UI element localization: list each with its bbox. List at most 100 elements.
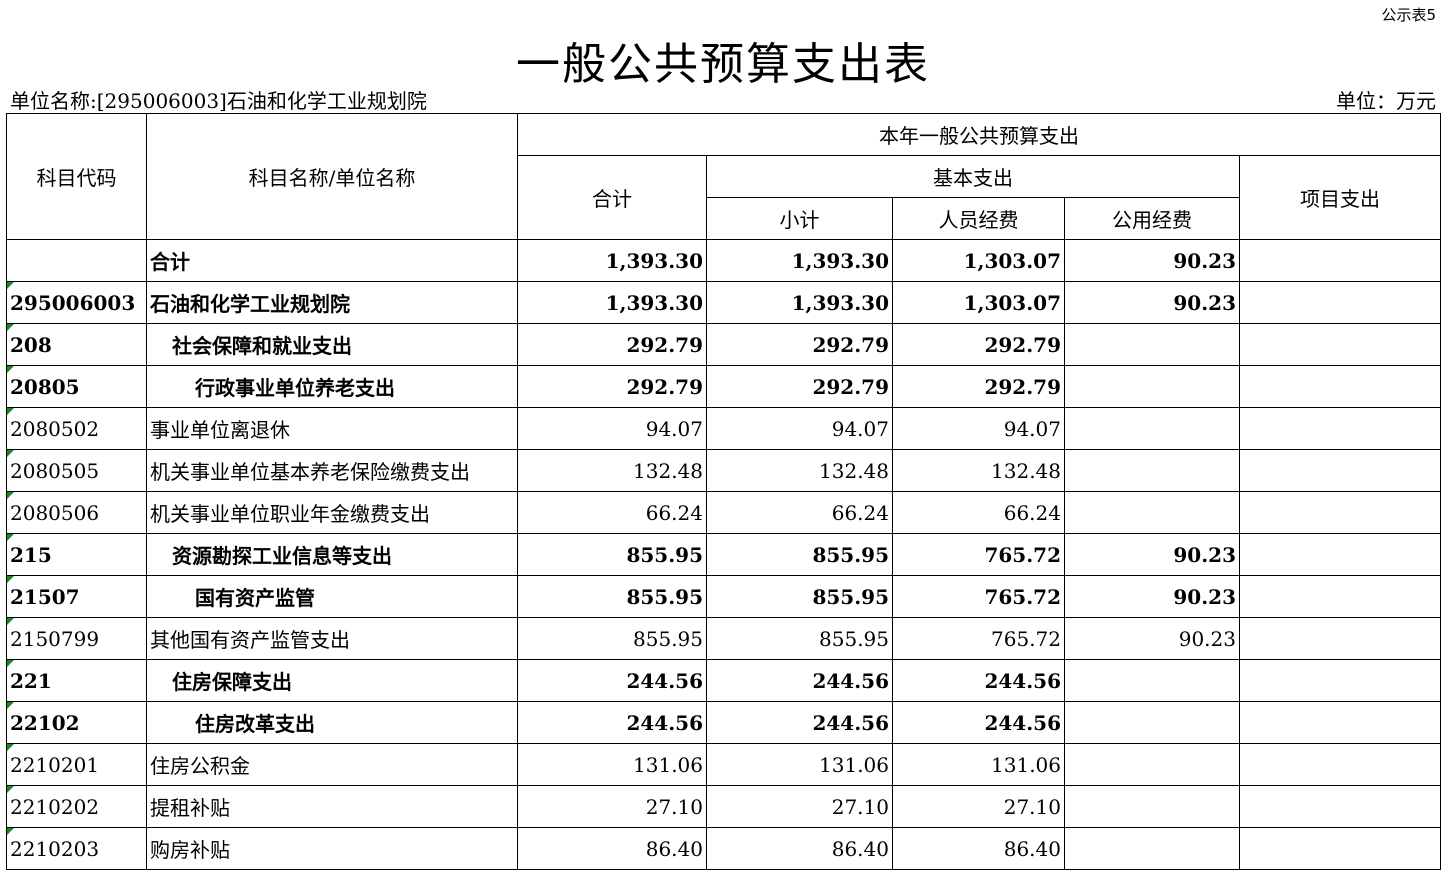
subtotal-cell[interactable]: 86.40 bbox=[706, 827, 893, 870]
public-cell[interactable] bbox=[1064, 449, 1240, 492]
total-cell[interactable]: 292.79 bbox=[517, 323, 707, 366]
name-cell[interactable]: 提租补贴 bbox=[146, 785, 518, 828]
public-cell[interactable] bbox=[1064, 827, 1240, 870]
project-cell[interactable] bbox=[1238, 659, 1442, 702]
public-cell[interactable] bbox=[1064, 659, 1240, 702]
personnel-cell[interactable]: 131.06 bbox=[892, 743, 1065, 786]
name-cell[interactable]: 国有资产监管 bbox=[146, 575, 518, 618]
subtotal-cell[interactable]: 131.06 bbox=[706, 743, 893, 786]
project-cell[interactable] bbox=[1238, 365, 1442, 408]
personnel-cell[interactable]: 292.79 bbox=[892, 323, 1065, 366]
name-cell[interactable]: 其他国有资产监管支出 bbox=[146, 617, 518, 660]
project-cell[interactable] bbox=[1238, 827, 1442, 870]
code-cell[interactable] bbox=[6, 239, 147, 282]
code-cell[interactable]: 2080506 bbox=[6, 491, 147, 534]
name-cell[interactable]: 住房保障支出 bbox=[146, 659, 518, 702]
code-cell[interactable]: 2210203 bbox=[6, 827, 147, 870]
public-cell[interactable] bbox=[1064, 491, 1240, 534]
project-cell[interactable] bbox=[1238, 701, 1442, 744]
name-cell[interactable]: 机关事业单位职业年金缴费支出 bbox=[146, 491, 518, 534]
total-cell[interactable]: 292.79 bbox=[517, 365, 707, 408]
project-cell[interactable] bbox=[1238, 617, 1442, 660]
total-cell[interactable]: 244.56 bbox=[517, 659, 707, 702]
total-cell[interactable]: 131.06 bbox=[517, 743, 707, 786]
name-cell[interactable]: 住房公积金 bbox=[146, 743, 518, 786]
project-cell[interactable] bbox=[1238, 575, 1442, 618]
total-cell[interactable]: 27.10 bbox=[517, 785, 707, 828]
public-cell[interactable]: 90.23 bbox=[1064, 617, 1240, 660]
subtotal-cell[interactable]: 292.79 bbox=[706, 323, 893, 366]
project-cell[interactable] bbox=[1238, 491, 1442, 534]
code-cell[interactable]: 295006003 bbox=[6, 281, 147, 324]
name-cell[interactable]: 资源勘探工业信息等支出 bbox=[146, 533, 518, 576]
public-cell[interactable]: 90.23 bbox=[1064, 239, 1240, 282]
personnel-cell[interactable]: 86.40 bbox=[892, 827, 1065, 870]
project-cell[interactable] bbox=[1238, 449, 1442, 492]
personnel-cell[interactable]: 765.72 bbox=[892, 575, 1065, 618]
total-cell[interactable]: 244.56 bbox=[517, 701, 707, 744]
name-cell[interactable]: 石油和化学工业规划院 bbox=[146, 281, 518, 324]
public-cell[interactable]: 90.23 bbox=[1064, 281, 1240, 324]
subtotal-cell[interactable]: 27.10 bbox=[706, 785, 893, 828]
public-cell[interactable] bbox=[1064, 785, 1240, 828]
subtotal-cell[interactable]: 244.56 bbox=[706, 701, 893, 744]
personnel-cell[interactable]: 765.72 bbox=[892, 617, 1065, 660]
code-cell[interactable]: 2150799 bbox=[6, 617, 147, 660]
public-cell[interactable] bbox=[1064, 365, 1240, 408]
subtotal-cell[interactable]: 244.56 bbox=[706, 659, 893, 702]
code-cell[interactable]: 2080505 bbox=[6, 449, 147, 492]
name-cell[interactable]: 社会保障和就业支出 bbox=[146, 323, 518, 366]
name-cell[interactable]: 行政事业单位养老支出 bbox=[146, 365, 518, 408]
personnel-cell[interactable]: 132.48 bbox=[892, 449, 1065, 492]
subtotal-cell[interactable]: 855.95 bbox=[706, 575, 893, 618]
code-cell[interactable]: 2210201 bbox=[6, 743, 147, 786]
code-cell[interactable]: 2210202 bbox=[6, 785, 147, 828]
code-cell[interactable]: 215 bbox=[6, 533, 147, 576]
subtotal-cell[interactable]: 1,393.30 bbox=[706, 239, 893, 282]
name-cell[interactable]: 购房补贴 bbox=[146, 827, 518, 870]
subtotal-cell[interactable]: 132.48 bbox=[706, 449, 893, 492]
subtotal-cell[interactable]: 292.79 bbox=[706, 365, 893, 408]
personnel-cell[interactable]: 244.56 bbox=[892, 701, 1065, 744]
project-cell[interactable] bbox=[1238, 323, 1442, 366]
personnel-cell[interactable]: 94.07 bbox=[892, 407, 1065, 450]
code-cell[interactable]: 22102 bbox=[6, 701, 147, 744]
project-cell[interactable] bbox=[1238, 743, 1442, 786]
project-cell[interactable] bbox=[1238, 281, 1442, 324]
project-cell[interactable] bbox=[1238, 239, 1442, 282]
total-cell[interactable]: 1,393.30 bbox=[517, 281, 707, 324]
personnel-cell[interactable]: 1,303.07 bbox=[892, 281, 1065, 324]
code-cell[interactable]: 2080502 bbox=[6, 407, 147, 450]
total-cell[interactable]: 855.95 bbox=[517, 533, 707, 576]
name-cell[interactable]: 合计 bbox=[146, 239, 518, 282]
total-cell[interactable]: 94.07 bbox=[517, 407, 707, 450]
subtotal-cell[interactable]: 66.24 bbox=[706, 491, 893, 534]
total-cell[interactable]: 855.95 bbox=[517, 617, 707, 660]
project-cell[interactable] bbox=[1238, 785, 1442, 828]
total-cell[interactable]: 66.24 bbox=[517, 491, 707, 534]
total-cell[interactable]: 855.95 bbox=[517, 575, 707, 618]
total-cell[interactable]: 86.40 bbox=[517, 827, 707, 870]
public-cell[interactable]: 90.23 bbox=[1064, 533, 1240, 576]
name-cell[interactable]: 机关事业单位基本养老保险缴费支出 bbox=[146, 449, 518, 492]
personnel-cell[interactable]: 1,303.07 bbox=[892, 239, 1065, 282]
project-cell[interactable] bbox=[1238, 407, 1442, 450]
subtotal-cell[interactable]: 1,393.30 bbox=[706, 281, 893, 324]
personnel-cell[interactable]: 27.10 bbox=[892, 785, 1065, 828]
total-cell[interactable]: 1,393.30 bbox=[517, 239, 707, 282]
name-cell[interactable]: 住房改革支出 bbox=[146, 701, 518, 744]
subtotal-cell[interactable]: 94.07 bbox=[706, 407, 893, 450]
total-cell[interactable]: 132.48 bbox=[517, 449, 707, 492]
subtotal-cell[interactable]: 855.95 bbox=[706, 617, 893, 660]
code-cell[interactable]: 21507 bbox=[6, 575, 147, 618]
name-cell[interactable]: 事业单位离退休 bbox=[146, 407, 518, 450]
personnel-cell[interactable]: 244.56 bbox=[892, 659, 1065, 702]
code-cell[interactable]: 208 bbox=[6, 323, 147, 366]
public-cell[interactable] bbox=[1064, 323, 1240, 366]
project-cell[interactable] bbox=[1238, 533, 1442, 576]
code-cell[interactable]: 221 bbox=[6, 659, 147, 702]
personnel-cell[interactable]: 765.72 bbox=[892, 533, 1065, 576]
subtotal-cell[interactable]: 855.95 bbox=[706, 533, 893, 576]
code-cell[interactable]: 20805 bbox=[6, 365, 147, 408]
public-cell[interactable]: 90.23 bbox=[1064, 575, 1240, 618]
